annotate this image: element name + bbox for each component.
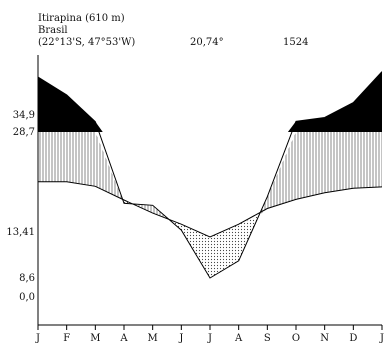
country-name: Brasil — [38, 25, 68, 36]
x-tick-label: J — [207, 333, 212, 344]
plot-area — [38, 71, 382, 279]
x-tick-label: J — [379, 333, 384, 344]
x-tick-label: J — [178, 333, 183, 344]
x-tick-label: A — [234, 333, 243, 344]
x-tick-label: N — [320, 333, 329, 344]
x-tick-label: O — [292, 333, 300, 344]
y-tick-label: 28,7 — [13, 127, 35, 138]
y-tick-label: 13,41 — [6, 227, 35, 238]
y-tick-label: 34,9 — [13, 110, 35, 121]
excess-area — [38, 71, 382, 132]
x-tick-label: J — [35, 333, 40, 344]
x-tick-label: A — [119, 333, 128, 344]
precipitation-line — [38, 71, 382, 279]
x-tick-label: F — [63, 333, 70, 344]
y-tick-label: 8,6 — [19, 273, 35, 284]
humid-area — [38, 132, 382, 220]
temperature-line — [38, 181, 382, 238]
y-axis-ticks: 34,9 28,7 13,41 8,6 0,0 — [6, 110, 35, 303]
x-tick-label: D — [349, 333, 357, 344]
annual-precipitation: 1524 — [283, 37, 308, 48]
x-tick-label: M — [148, 333, 158, 344]
coordinates: (22°13'S, 47°53'W) — [38, 37, 135, 48]
x-tick-label: S — [264, 333, 271, 344]
arid-area — [122, 199, 259, 278]
x-tick-label: M — [90, 333, 100, 344]
mean-temperature: 20,74° — [190, 37, 224, 48]
y-tick-label: 0,0 — [19, 292, 35, 303]
station-name: Itirapina (610 m) — [38, 13, 125, 24]
